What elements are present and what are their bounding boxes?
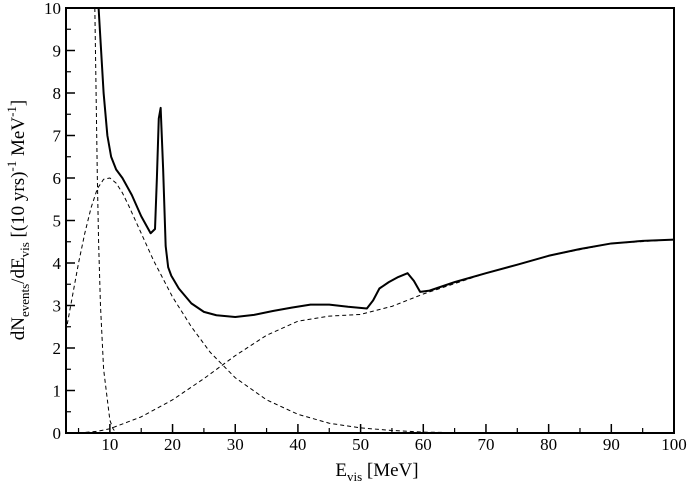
y-tick-label: 9 — [53, 42, 62, 61]
y-tick-label: 8 — [53, 84, 62, 103]
x-tick-label: 80 — [540, 435, 557, 454]
y-tick-label: 5 — [53, 212, 62, 231]
x-tick-label: 90 — [603, 435, 620, 454]
x-tick-label: 70 — [477, 435, 494, 454]
x-tick-label: 30 — [227, 435, 244, 454]
y-tick-label: 0 — [53, 424, 62, 443]
tick-layer: 10 20 30 40 50 60 70 80 90 100 0 1 2 3 4 5 6 7 8 9 10 — [44, 0, 687, 454]
plot-frame — [65, 7, 675, 434]
total-spectrum-line — [97, 8, 674, 318]
component-dashed-line-1 — [94, 8, 117, 433]
y-tick-label: 6 — [53, 169, 62, 188]
y-tick-label: 10 — [44, 0, 61, 18]
x-tick-label: 100 — [661, 435, 687, 454]
y-tick-label: 2 — [53, 339, 62, 358]
component-dashed-line-2 — [66, 177, 486, 433]
x-tick-label: 40 — [289, 435, 306, 454]
series-layer — [66, 8, 674, 433]
y-tick-label: 1 — [53, 382, 62, 401]
x-axis-title: Evis [MeV] — [335, 460, 418, 484]
x-tick-label: 10 — [101, 435, 118, 454]
x-tick-label: 20 — [164, 435, 181, 454]
y-tick-label: 7 — [53, 127, 62, 146]
x-tick-label: 60 — [415, 435, 432, 454]
x-tick-label: 50 — [352, 435, 369, 454]
y-axis-title: dNevents/dEvis [(10 yrs)-1 MeV-1] — [4, 100, 32, 341]
y-tick-label: 3 — [53, 297, 62, 316]
y-tick-label: 4 — [53, 254, 62, 273]
